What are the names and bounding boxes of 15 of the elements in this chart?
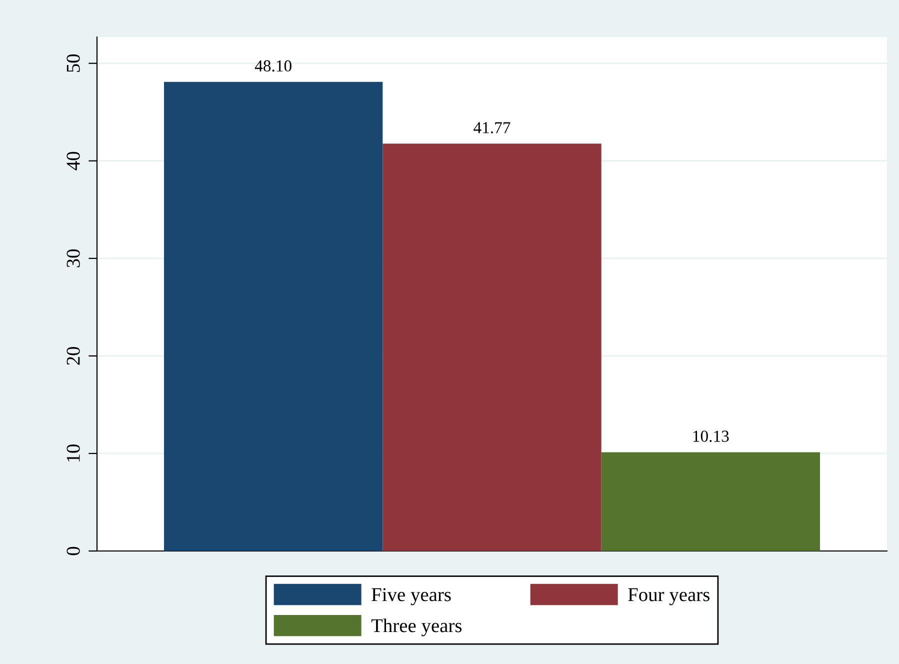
y-tick-label: 10 xyxy=(66,444,80,462)
bar xyxy=(382,144,602,551)
y-tick-label: 0 xyxy=(66,546,80,556)
y-tick-label: 40 xyxy=(66,152,80,170)
y-tick-label: 20 xyxy=(66,346,80,365)
y-tick-label: 30 xyxy=(66,249,80,268)
bar xyxy=(164,82,383,551)
data-label: 48.10 xyxy=(254,60,292,72)
legend-label: Four years xyxy=(628,588,710,606)
legend-label: Five years xyxy=(372,588,451,606)
data-label: 10.13 xyxy=(693,430,729,442)
bar xyxy=(601,452,820,551)
data-label: 41.77 xyxy=(474,122,510,134)
legend-label: Three years xyxy=(371,618,462,636)
y-tick-label: 50 xyxy=(66,54,80,72)
